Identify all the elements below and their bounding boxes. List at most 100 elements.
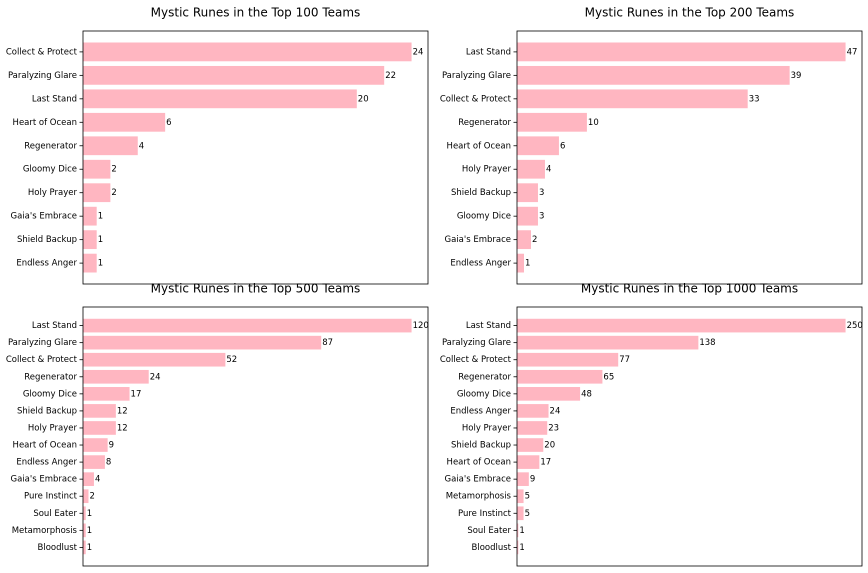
value-label: 1: [519, 543, 524, 553]
bar: [517, 230, 531, 250]
bar: [83, 455, 105, 469]
value-label: 4: [546, 165, 551, 175]
bar: [83, 335, 322, 350]
value-label: 1: [525, 259, 530, 269]
chart-title: Mystic Runes in the Top 200 Teams: [585, 6, 795, 20]
value-label: 250: [847, 321, 863, 331]
value-label: 138: [699, 338, 715, 348]
bar: [83, 42, 412, 62]
bar: [517, 318, 846, 333]
value-label: 1: [98, 212, 103, 222]
chart-title: Mystic Runes in the Top 500 Teams: [151, 282, 361, 296]
value-label: 1: [87, 526, 92, 536]
y-tick-label: Metamorphosis: [446, 492, 512, 502]
bar: [83, 438, 108, 452]
value-label: 9: [530, 475, 535, 485]
bar: [83, 472, 94, 486]
value-label: 48: [581, 389, 592, 399]
y-tick-label: Regenerator: [458, 118, 511, 128]
bar: [83, 206, 97, 226]
y-tick-label: Holy Prayer: [28, 423, 78, 433]
value-label: 2: [111, 188, 116, 198]
bar: [517, 506, 524, 521]
y-tick-label: Last Stand: [466, 321, 511, 331]
value-label: 24: [150, 372, 161, 382]
bar: [517, 540, 519, 555]
value-label: 65: [603, 372, 614, 382]
y-tick-label: Gloomy Dice: [23, 389, 77, 399]
bar: [517, 89, 748, 109]
value-label: 23: [548, 423, 559, 433]
y-tick-label: Last Stand: [32, 94, 77, 104]
bar: [83, 183, 111, 203]
bar: [517, 42, 846, 62]
bar: [517, 335, 699, 350]
bar: [517, 455, 540, 469]
value-label: 3: [539, 188, 544, 198]
value-label: 6: [560, 141, 565, 151]
bar: [83, 230, 97, 250]
bar: [517, 253, 524, 273]
bar: [517, 404, 549, 418]
y-tick-label: Gloomy Dice: [457, 212, 511, 222]
y-tick-label: Paralyzing Glare: [442, 71, 511, 81]
bar: [83, 506, 86, 521]
bar: [517, 352, 619, 367]
bar: [517, 523, 519, 538]
y-tick-label: Holy Prayer: [28, 188, 78, 198]
y-tick-label: Holy Prayer: [462, 423, 512, 433]
bar: [83, 112, 166, 132]
value-label: 39: [791, 71, 802, 81]
axes-frame: [82, 306, 429, 567]
y-tick-label: Heart of Ocean: [13, 441, 77, 451]
y-tick-label: Shield Backup: [17, 406, 77, 416]
y-tick-label: Last Stand: [32, 321, 77, 331]
y-tick-label: Pure Instinct: [458, 509, 512, 519]
value-label: 12: [117, 423, 128, 433]
y-tick-label: Metamorphosis: [12, 526, 78, 536]
y-tick-label: Gloomy Dice: [23, 165, 77, 175]
y-tick-label: Regenerator: [458, 372, 511, 382]
y-tick-label: Regenerator: [24, 141, 77, 151]
bar: [83, 253, 97, 273]
value-label: 5: [525, 509, 530, 519]
y-tick-label: Shield Backup: [17, 235, 77, 245]
value-label: 3: [539, 212, 544, 222]
bar: [517, 136, 559, 156]
bar: [517, 206, 538, 226]
value-label: 24: [550, 406, 561, 416]
value-label: 2: [532, 235, 537, 245]
value-label: 2: [89, 492, 94, 502]
value-label: 10: [588, 118, 599, 128]
bar: [517, 489, 524, 504]
bar: [517, 387, 581, 401]
y-tick-label: Pure Instinct: [24, 492, 78, 502]
value-label: 17: [540, 458, 551, 468]
value-label: 6: [166, 118, 171, 128]
y-tick-label: Endless Anger: [450, 406, 511, 416]
bar: [517, 472, 529, 486]
bar: [517, 438, 544, 452]
bar: [517, 65, 790, 85]
y-tick-label: Gaia's Embrace: [445, 475, 512, 485]
value-label: 120: [413, 321, 429, 331]
bar: [517, 159, 545, 179]
y-tick-label: Gaia's Embrace: [445, 235, 512, 245]
chart-title: Mystic Runes in the Top 1000 Teams: [581, 282, 798, 296]
axes-frame: [82, 30, 429, 285]
y-tick-label: Collect & Protect: [440, 355, 512, 365]
value-label: 8: [106, 458, 111, 468]
y-tick-label: Shield Backup: [451, 188, 511, 198]
value-label: 4: [139, 141, 144, 151]
y-tick-label: Endless Anger: [16, 259, 77, 269]
y-tick-label: Paralyzing Glare: [8, 338, 77, 348]
value-label: 12: [117, 406, 128, 416]
bar: [83, 421, 116, 435]
bar: [83, 65, 385, 85]
bar: [83, 352, 226, 367]
value-label: 1: [98, 235, 103, 245]
y-tick-label: Collect & Protect: [440, 94, 512, 104]
axes-frame: [516, 306, 863, 567]
y-tick-label: Shield Backup: [451, 441, 511, 451]
value-label: 4: [95, 475, 100, 485]
